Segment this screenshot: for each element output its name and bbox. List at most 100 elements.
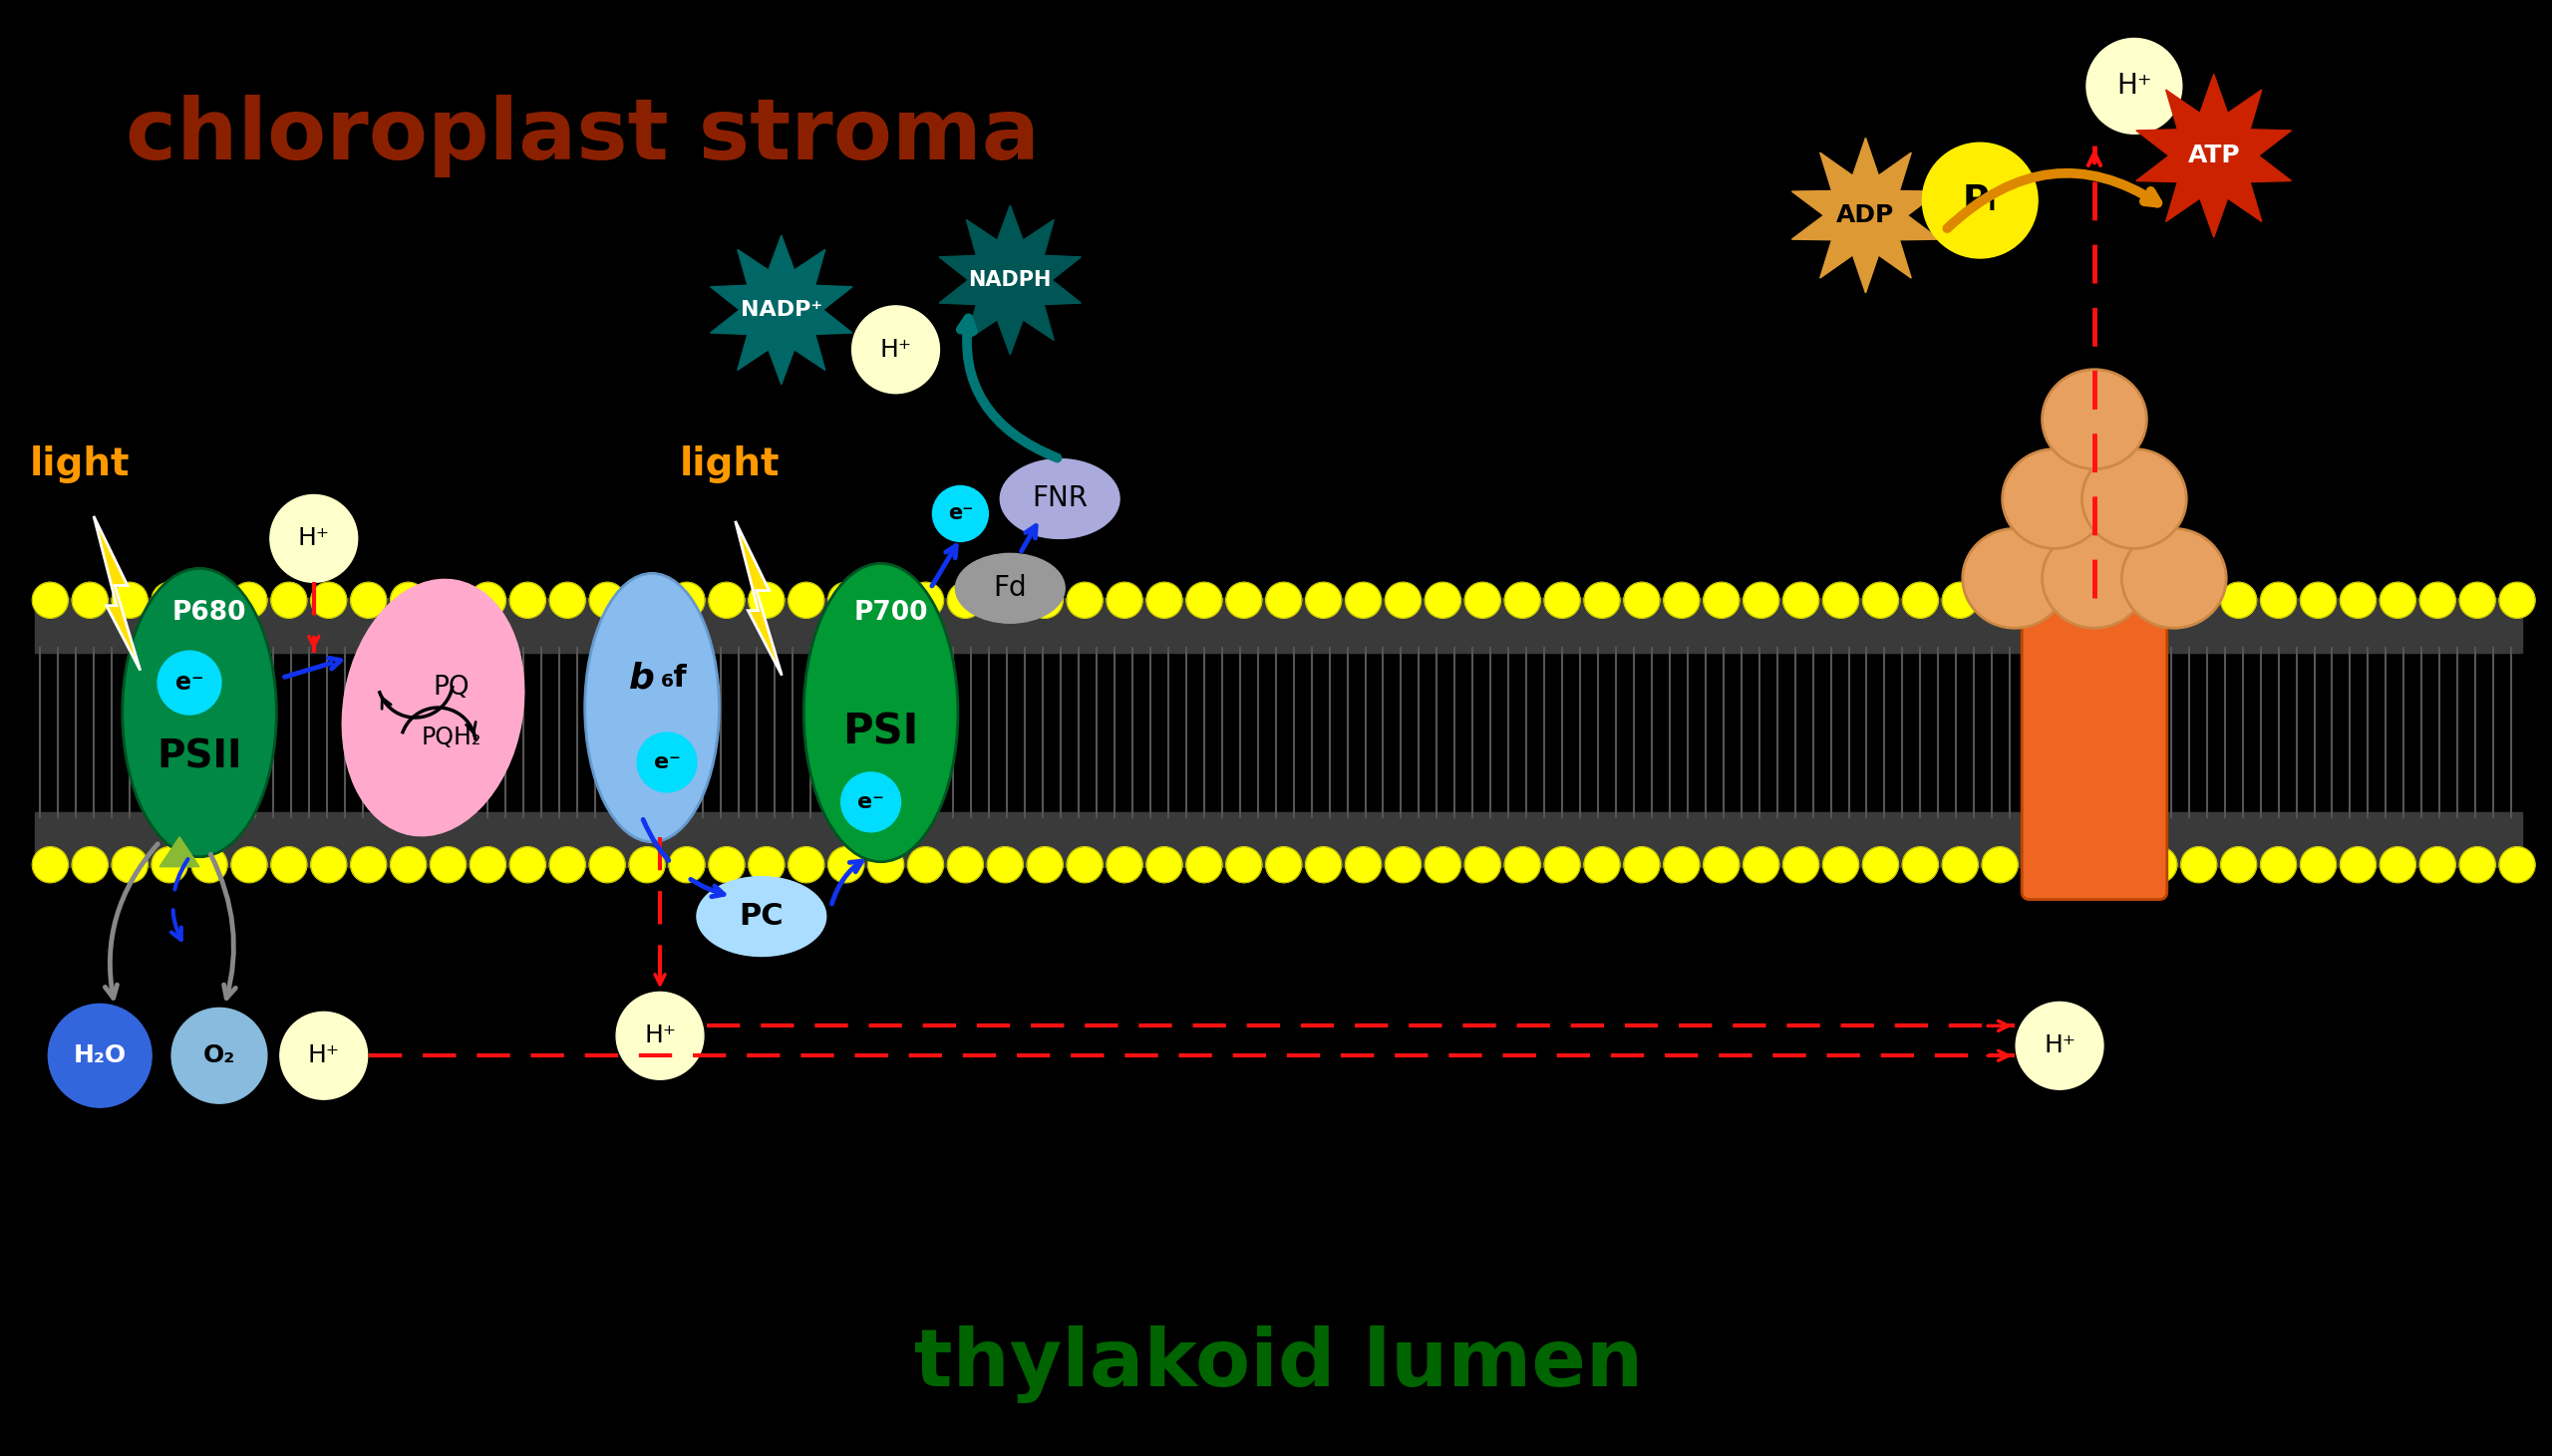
Circle shape	[1784, 847, 1820, 882]
Circle shape	[1307, 582, 1342, 619]
Circle shape	[112, 582, 148, 619]
Circle shape	[1544, 847, 1580, 882]
Circle shape	[615, 992, 704, 1079]
Ellipse shape	[954, 553, 1064, 623]
Circle shape	[2419, 582, 2455, 619]
Circle shape	[842, 772, 901, 831]
Circle shape	[191, 582, 227, 619]
Text: e⁻: e⁻	[653, 753, 681, 772]
Text: H⁺: H⁺	[309, 1044, 339, 1067]
Text: PQH₂: PQH₂	[421, 725, 482, 750]
Circle shape	[709, 847, 745, 882]
Polygon shape	[1792, 138, 1940, 293]
Circle shape	[2088, 38, 2182, 134]
Circle shape	[630, 582, 666, 619]
Circle shape	[171, 1008, 268, 1104]
Text: PSI: PSI	[842, 712, 919, 753]
Circle shape	[271, 495, 357, 582]
Circle shape	[470, 582, 505, 619]
Polygon shape	[709, 236, 852, 384]
Bar	[36, 812, 2521, 866]
Circle shape	[2016, 1002, 2103, 1089]
Text: H⁺: H⁺	[2116, 73, 2151, 100]
Circle shape	[1026, 582, 1062, 619]
Circle shape	[1307, 847, 1342, 882]
Circle shape	[2220, 847, 2256, 882]
Circle shape	[1705, 847, 1740, 882]
Circle shape	[1465, 847, 1501, 882]
Circle shape	[947, 847, 983, 882]
Circle shape	[988, 582, 1023, 619]
Circle shape	[510, 582, 546, 619]
Circle shape	[1146, 582, 1182, 619]
Circle shape	[431, 582, 467, 619]
Circle shape	[1863, 847, 1899, 882]
Text: b: b	[630, 661, 656, 695]
Circle shape	[748, 582, 783, 619]
Text: thylakoid lumen: thylakoid lumen	[914, 1325, 1643, 1402]
Ellipse shape	[584, 574, 720, 842]
Circle shape	[1345, 582, 1381, 619]
Ellipse shape	[2042, 370, 2146, 469]
Circle shape	[1705, 582, 1740, 619]
Circle shape	[390, 582, 426, 619]
Text: H⁺: H⁺	[2044, 1034, 2075, 1057]
Circle shape	[1983, 847, 2019, 882]
Circle shape	[1822, 582, 1858, 619]
Circle shape	[1424, 847, 1460, 882]
Circle shape	[1743, 582, 1779, 619]
Circle shape	[71, 847, 107, 882]
Circle shape	[33, 847, 69, 882]
Circle shape	[2021, 847, 2057, 882]
Text: ₆f: ₆f	[661, 664, 686, 692]
Text: ADP: ADP	[1837, 204, 1894, 227]
Circle shape	[1901, 582, 1937, 619]
Circle shape	[1108, 847, 1143, 882]
Circle shape	[281, 1012, 367, 1099]
Circle shape	[1743, 847, 1779, 882]
Circle shape	[350, 582, 385, 619]
Circle shape	[1266, 847, 1302, 882]
Circle shape	[271, 847, 306, 882]
Circle shape	[48, 1005, 151, 1108]
Circle shape	[1942, 582, 1978, 619]
Circle shape	[931, 486, 988, 542]
Circle shape	[1067, 847, 1102, 882]
Ellipse shape	[2121, 529, 2225, 628]
Text: light: light	[31, 446, 130, 483]
Text: PC: PC	[740, 903, 783, 930]
Circle shape	[2062, 847, 2098, 882]
Circle shape	[852, 306, 939, 393]
Circle shape	[1424, 582, 1460, 619]
Circle shape	[1585, 847, 1621, 882]
Circle shape	[1506, 582, 1541, 619]
Circle shape	[549, 847, 584, 882]
Circle shape	[232, 582, 268, 619]
Circle shape	[1345, 847, 1381, 882]
Circle shape	[1108, 582, 1143, 619]
Circle shape	[151, 582, 186, 619]
Circle shape	[909, 582, 944, 619]
Circle shape	[1585, 582, 1621, 619]
Circle shape	[988, 847, 1023, 882]
Text: e⁻: e⁻	[947, 504, 972, 524]
Ellipse shape	[342, 579, 523, 836]
Circle shape	[2141, 582, 2177, 619]
Text: H⁺: H⁺	[880, 338, 911, 361]
Ellipse shape	[2042, 529, 2146, 628]
Circle shape	[669, 847, 704, 882]
Circle shape	[1664, 847, 1700, 882]
Text: e⁻: e⁻	[176, 671, 204, 695]
Text: NADPH: NADPH	[970, 269, 1051, 290]
Circle shape	[2100, 847, 2136, 882]
Circle shape	[1266, 582, 1302, 619]
Circle shape	[1225, 582, 1261, 619]
Circle shape	[2021, 582, 2057, 619]
Text: PSII: PSII	[156, 738, 242, 776]
Circle shape	[390, 847, 426, 882]
Text: P680: P680	[171, 600, 248, 626]
Circle shape	[2498, 582, 2534, 619]
Text: FNR: FNR	[1031, 485, 1087, 513]
Circle shape	[868, 582, 903, 619]
Circle shape	[1386, 582, 1421, 619]
